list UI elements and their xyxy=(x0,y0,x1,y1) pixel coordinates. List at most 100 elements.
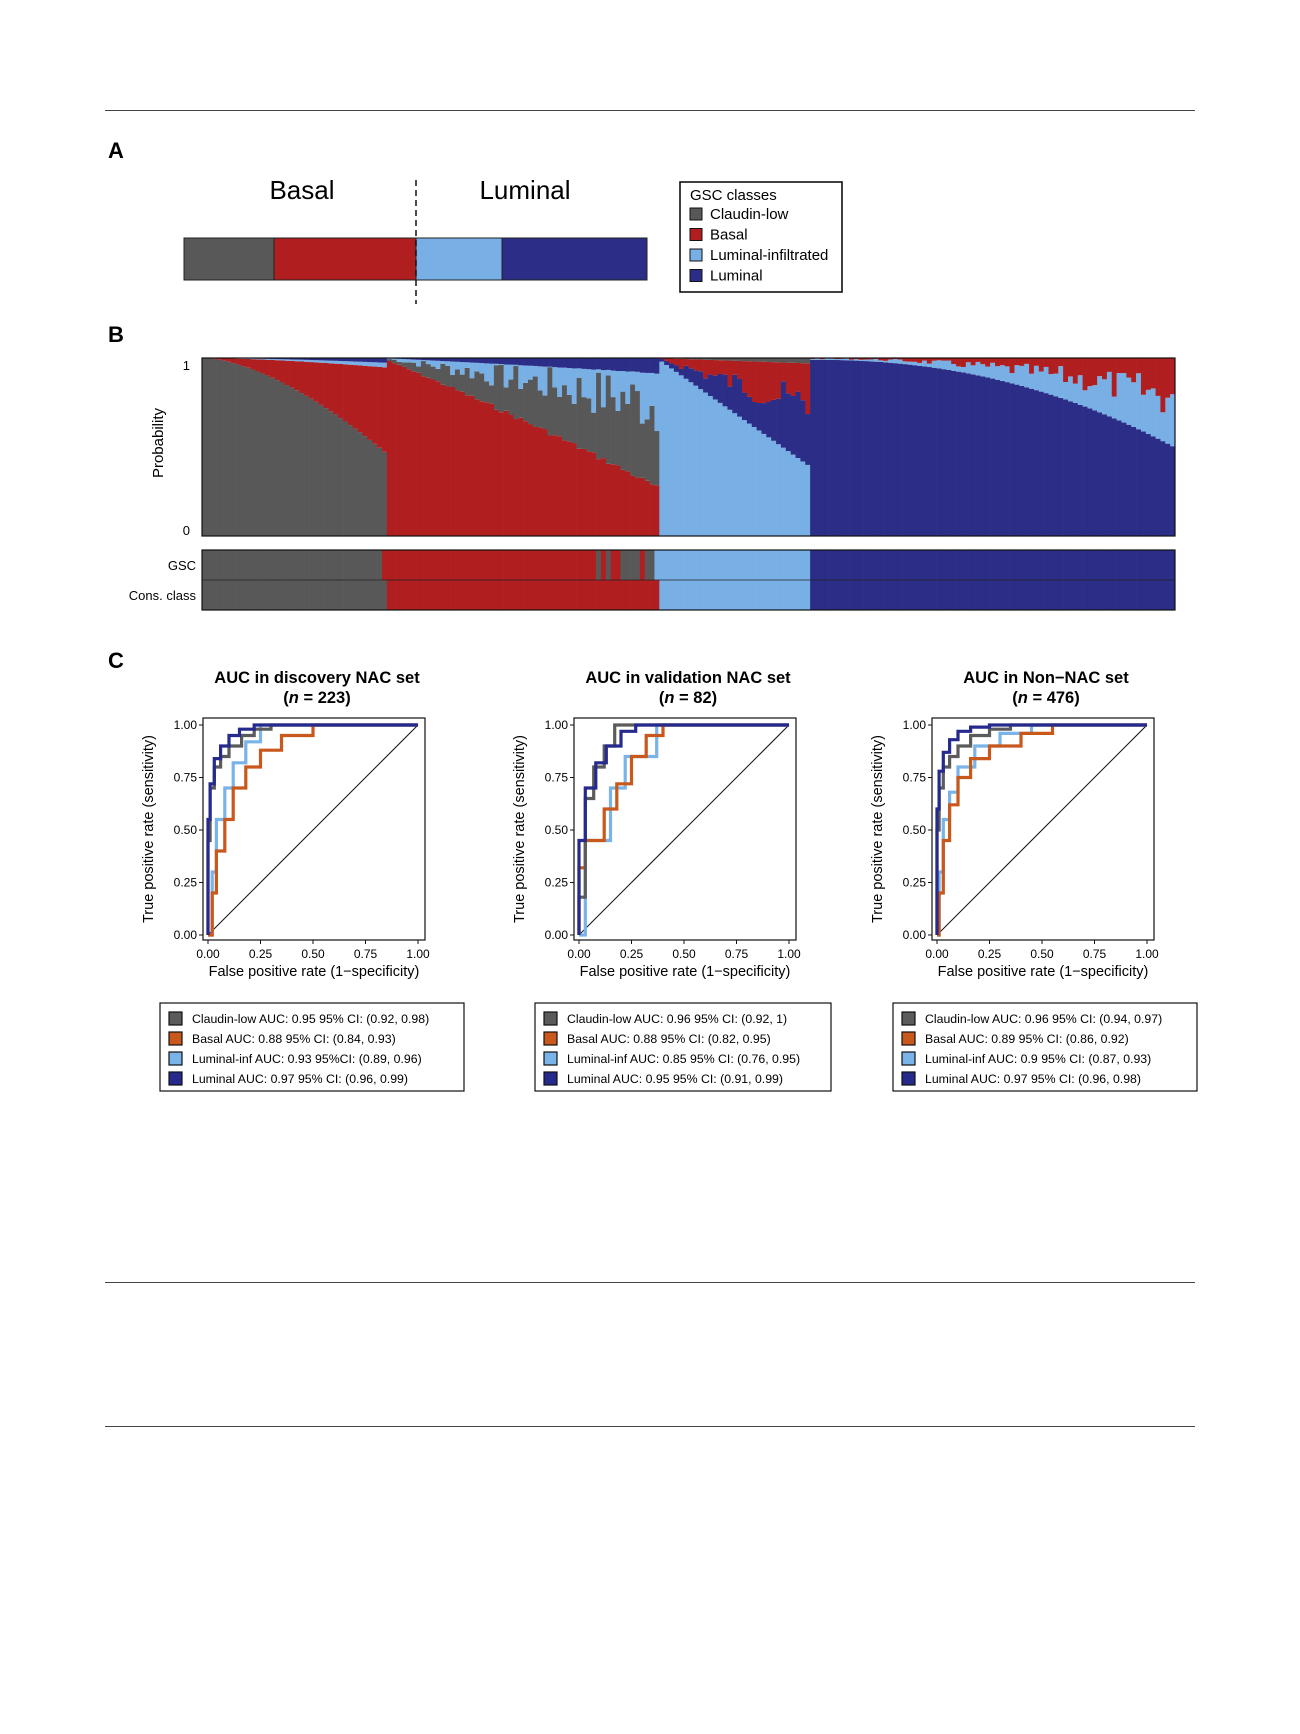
probability-bar-segment xyxy=(245,358,251,368)
cons-class-cell xyxy=(654,580,660,610)
probability-bar-segment xyxy=(425,377,431,536)
probability-bar-segment xyxy=(956,358,962,367)
probability-bar-segment xyxy=(985,377,991,536)
probability-bar-segment xyxy=(717,360,723,374)
probability-bar-segment xyxy=(202,358,208,536)
probability-bar-segment xyxy=(386,359,393,362)
probability-bar-segment xyxy=(746,423,753,536)
probability-bar-segment xyxy=(430,358,436,361)
cons-class-cell xyxy=(1014,580,1020,610)
luminal-heading: Luminal xyxy=(479,175,570,205)
probability-bar-segment xyxy=(532,376,538,427)
cons-class-cell xyxy=(552,580,558,610)
probability-bar-segment xyxy=(727,386,733,410)
roc-legend-label-luminal: Luminal AUC: 0.95 95% CI: (0.91, 0.99) xyxy=(567,1072,783,1086)
probability-bar-segment xyxy=(377,358,383,363)
cons-class-cell xyxy=(902,580,908,610)
probability-bar-segment xyxy=(1150,436,1156,536)
roc-ytick-label: 0.25 xyxy=(174,876,198,890)
roc-xtick-label: 0.00 xyxy=(925,947,949,961)
probability-bar-segment xyxy=(1145,389,1151,434)
gsc-class-cell xyxy=(382,550,388,580)
probability-bar-segment xyxy=(688,359,694,369)
probability-bar-segment xyxy=(1170,358,1176,395)
gsc-class-cell xyxy=(1087,550,1093,580)
probability-bar-segment xyxy=(323,408,329,536)
probability-bar-segment xyxy=(644,372,650,420)
probability-bar-segment xyxy=(960,367,967,373)
roc-xtick-label: 0.75 xyxy=(1083,947,1107,961)
probability-bar-segment xyxy=(221,358,227,361)
probability-bar-segment xyxy=(586,398,592,452)
probability-bar-segment xyxy=(868,358,874,360)
probability-bar-segment xyxy=(416,359,422,367)
probability-bar-segment xyxy=(498,364,504,365)
probability-bar-segment xyxy=(396,364,402,536)
probability-bar-segment xyxy=(343,358,349,362)
cons-class-cell xyxy=(839,580,845,610)
probability-bar-segment xyxy=(868,361,874,536)
probability-bar-segment xyxy=(1072,402,1079,536)
legend-label-luminal: Luminal xyxy=(710,268,763,285)
cons-class-cell xyxy=(1082,580,1088,610)
probability-bar-segment xyxy=(216,359,222,536)
probability-bar-segment xyxy=(712,399,718,536)
gsc-class-cell xyxy=(1136,550,1142,580)
cons-class-cell xyxy=(1038,580,1044,610)
roc-curve-claudin-low xyxy=(577,723,789,935)
cons-class-cell xyxy=(605,580,611,610)
probability-bar-segment xyxy=(513,364,519,367)
probability-bar-segment xyxy=(1067,358,1074,377)
gsc-class-cell xyxy=(625,550,631,580)
probability-bar-segment xyxy=(1009,383,1015,536)
probability-bar-segment xyxy=(1009,358,1015,374)
probability-bar-segment xyxy=(1160,441,1166,536)
probability-bar-segment xyxy=(907,361,913,365)
probability-bar-segment xyxy=(479,401,485,536)
probability-bar-segment xyxy=(459,362,466,375)
gsc-class-cell xyxy=(956,550,962,580)
probability-bar-segment xyxy=(634,477,641,536)
cons-class-cell xyxy=(454,580,461,610)
probability-bar-segment xyxy=(216,358,222,360)
roc-xtick-label: 0.25 xyxy=(978,947,1002,961)
probability-bar-segment xyxy=(732,360,738,375)
probability-bar-segment xyxy=(737,358,743,361)
probability-bar-segment xyxy=(1106,371,1113,417)
probability-bar-segment xyxy=(537,390,543,428)
probability-bar-segment xyxy=(435,360,441,369)
gsc-class-cell xyxy=(600,550,607,580)
probability-bar-segment xyxy=(941,369,947,536)
probability-bar-segment xyxy=(1087,408,1093,536)
probability-bar-segment xyxy=(620,469,626,536)
probability-bar-segment xyxy=(313,360,320,363)
probability-bar-segment xyxy=(600,370,607,408)
roc-subtitle: (n = 223) xyxy=(283,689,350,707)
gsc-class-cell xyxy=(1009,550,1015,580)
probability-bar-segment xyxy=(795,363,801,392)
probability-bar-segment xyxy=(761,358,767,362)
cons-class-cell xyxy=(1087,580,1093,610)
probability-bar-segment xyxy=(343,364,349,422)
probability-bar-segment xyxy=(454,361,461,370)
probability-bar-segment xyxy=(270,358,276,360)
probability-bar-segment xyxy=(1063,399,1069,536)
probability-bar-segment xyxy=(956,371,962,536)
probability-bar-segment xyxy=(547,366,553,368)
cons-class-cell xyxy=(659,580,665,610)
probability-bar-segment xyxy=(717,402,723,536)
gsc-class-cell xyxy=(853,550,860,580)
roc-ytick-label: 0.25 xyxy=(903,876,927,890)
probability-bar-segment xyxy=(897,359,903,364)
cons-class-cell xyxy=(401,580,407,610)
probability-bar-segment xyxy=(800,358,806,364)
gsc-class-cell xyxy=(1116,550,1122,580)
roc-chart-2: AUC in validation NAC set (n = 82) 0.00 0.0… xyxy=(512,669,832,1092)
probability-bar-segment xyxy=(707,358,714,360)
cons-class-cell xyxy=(664,580,670,610)
probability-bar-segment xyxy=(440,363,446,385)
cons-class-cell xyxy=(343,580,349,610)
cons-class-cell xyxy=(1150,580,1156,610)
probability-bar-segment xyxy=(503,387,509,411)
gsc-class-cell xyxy=(532,550,538,580)
